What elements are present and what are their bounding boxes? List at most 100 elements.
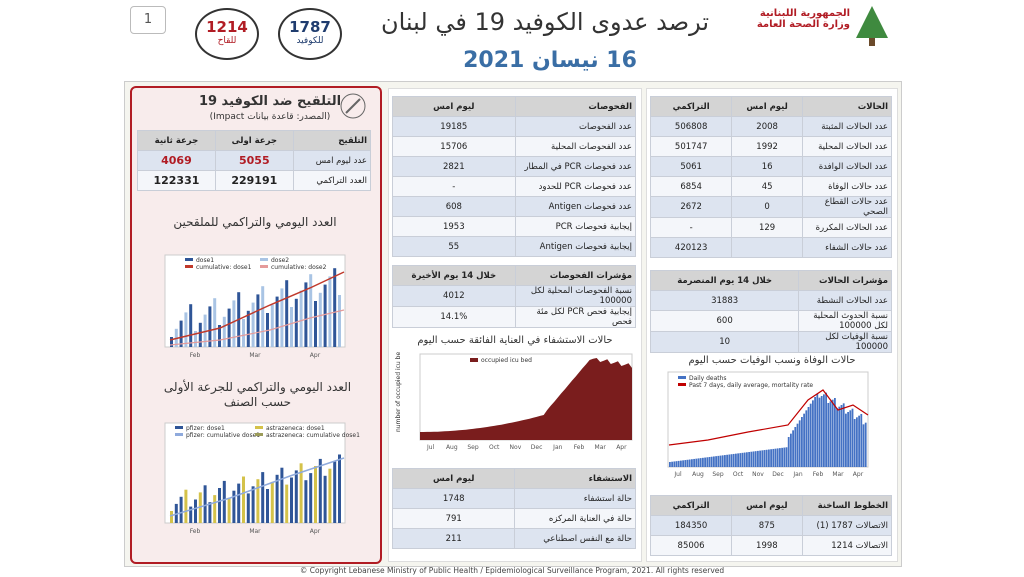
row-label: عدد ليوم امس [292,150,372,171]
table-row: عدد الفحوصات المحلية 15706 [392,136,637,157]
bar-shape [218,488,221,523]
bar-shape [198,492,202,523]
bar-shape [222,316,226,347]
bar-shape [242,476,245,523]
bar-shape [853,419,856,467]
row-label: عدد فحوصات PCR في المطار [514,156,637,177]
cell-value: 19185 [392,116,516,137]
cell-value: 1748 [391,488,516,509]
bar-shape [704,457,706,467]
row-label: عدد حالات الشفاء [801,237,893,258]
line-shape [668,389,869,446]
table-row: نسبة الفحوصات المحلية لكل 100000 4012 [392,285,637,307]
bar-shape [726,454,728,467]
cell-value: 14.1% [392,306,516,328]
bar-shape [309,473,313,523]
header-cell: التراكمي [649,495,733,516]
cell-value: 420123 [649,237,733,258]
bar-shape [842,403,845,467]
month-label: Apr [310,352,321,359]
row-label: حالة استشفاء [514,488,636,509]
row-label: عدد حالات القطاع الصحي [801,196,893,218]
row-label: نسبة الفحوصات المحلية لكل 100000 [514,285,637,307]
bar-shape [739,453,742,467]
bar-shape [737,453,739,467]
title: ترصد عدوى الكوفيد 19 في لبنان [380,8,710,36]
bar-shape [746,452,748,467]
cell-value: 85006 [649,535,733,556]
cell-value [731,237,803,258]
line-shape [169,271,345,341]
month-label: Sep [712,471,724,478]
bar-shape [194,331,197,347]
bar-shape [812,400,814,467]
table-row: نسبة الحدوث المحلية لكل 100000 600 [649,310,892,332]
month-label: Jul [673,471,682,478]
bar-shape [671,461,673,467]
cell-value: 2672 [649,196,733,218]
ministry: الجمهورية اللبنانية وزارة الصحة العامة [740,8,850,30]
data-table: التلقيح جرعة اولى جرعة ثانية عدد ليوم امس 50… [137,130,372,191]
legend-label: occupied icu bed [481,357,532,364]
cell-value: 2821 [392,156,516,177]
bar-shape [304,282,308,347]
month-label: Feb [574,444,585,451]
row-label: عدد الحالات المحلية [801,136,893,157]
chart-title: العدد اليومي والتراكمي للملقحين [173,215,337,229]
header-cell: التراكمي [649,96,733,117]
header-cell: خلال 14 يوم الأخيرة [392,265,516,286]
bar-shape [256,479,260,523]
bar-shape [314,301,317,347]
table-row: عدد الحالات النشطة 31883 [649,290,892,311]
vaccination-chart-1: dose1 dose2 cumulative: dose1 cumulative: d… [164,254,346,359]
bar-shape [858,415,860,467]
header-cell: الاستشفاء [514,468,636,489]
cell-value: 55 [392,236,516,257]
month-label: Feb [190,528,201,535]
bar-shape [710,456,713,467]
month-label: Jan [792,471,802,478]
bar-shape [743,452,746,467]
bar-shape [748,452,750,467]
page-number: 1 [130,6,166,34]
bar-shape [275,474,279,523]
bar-shape [261,472,265,523]
bar-shape [851,408,854,467]
cell-value: 4069 [137,150,216,171]
table-row: عدد الفحوصات 19185 [392,116,637,137]
row-label: إيجابية فحوصات Antigen [514,236,637,257]
table-row: عدد حالات الوفاة 45 6854 [649,176,893,197]
header-cell: الفحوصات [514,96,637,117]
legend-label: pfizer: dose1 [186,425,225,432]
bar-shape [754,451,757,467]
table-row: حالة استشفاء 1748 [391,488,636,509]
cell-value: 2008 [731,116,803,137]
bar-shape [693,458,695,467]
month-label: Mar [249,352,261,359]
chart-title: العدد اليومي والتراكمي للجرعة الأولى حسب… [163,380,352,409]
vaccination-chart-2: pfizer: dose1 astrazeneca: dose1 pfizer: c… [164,422,360,535]
row-label: إيجابية فحص PCR لكل مئة فحص [514,306,637,328]
line-shape [169,457,345,517]
ministry-line: وزارة الصحة العامة [756,19,850,30]
bar-shape [686,459,689,467]
bar-shape [860,414,863,467]
legend-swatch [175,433,183,436]
bar-shape [772,448,775,467]
bar-shape [198,322,202,347]
legend-swatch [678,383,686,386]
vaccination-source: (المصدر: قاعدة بيانات Impact) [209,112,331,122]
vaccination-title: التلقيح ضد الكوفيد 19 [198,94,342,109]
bar-shape [713,456,715,467]
legend-label: astrazeneca: dose1 [266,425,325,432]
hotline-badge: 1214 للقاح [195,8,259,60]
bar-shape [717,455,720,467]
cell-value: 15706 [392,136,516,157]
month-label: Oct [489,444,500,451]
legend-swatch [185,265,193,268]
bar-shape [750,451,753,467]
month-label: Feb [813,471,824,478]
bar-shape [798,420,801,467]
bar-shape [222,480,226,523]
